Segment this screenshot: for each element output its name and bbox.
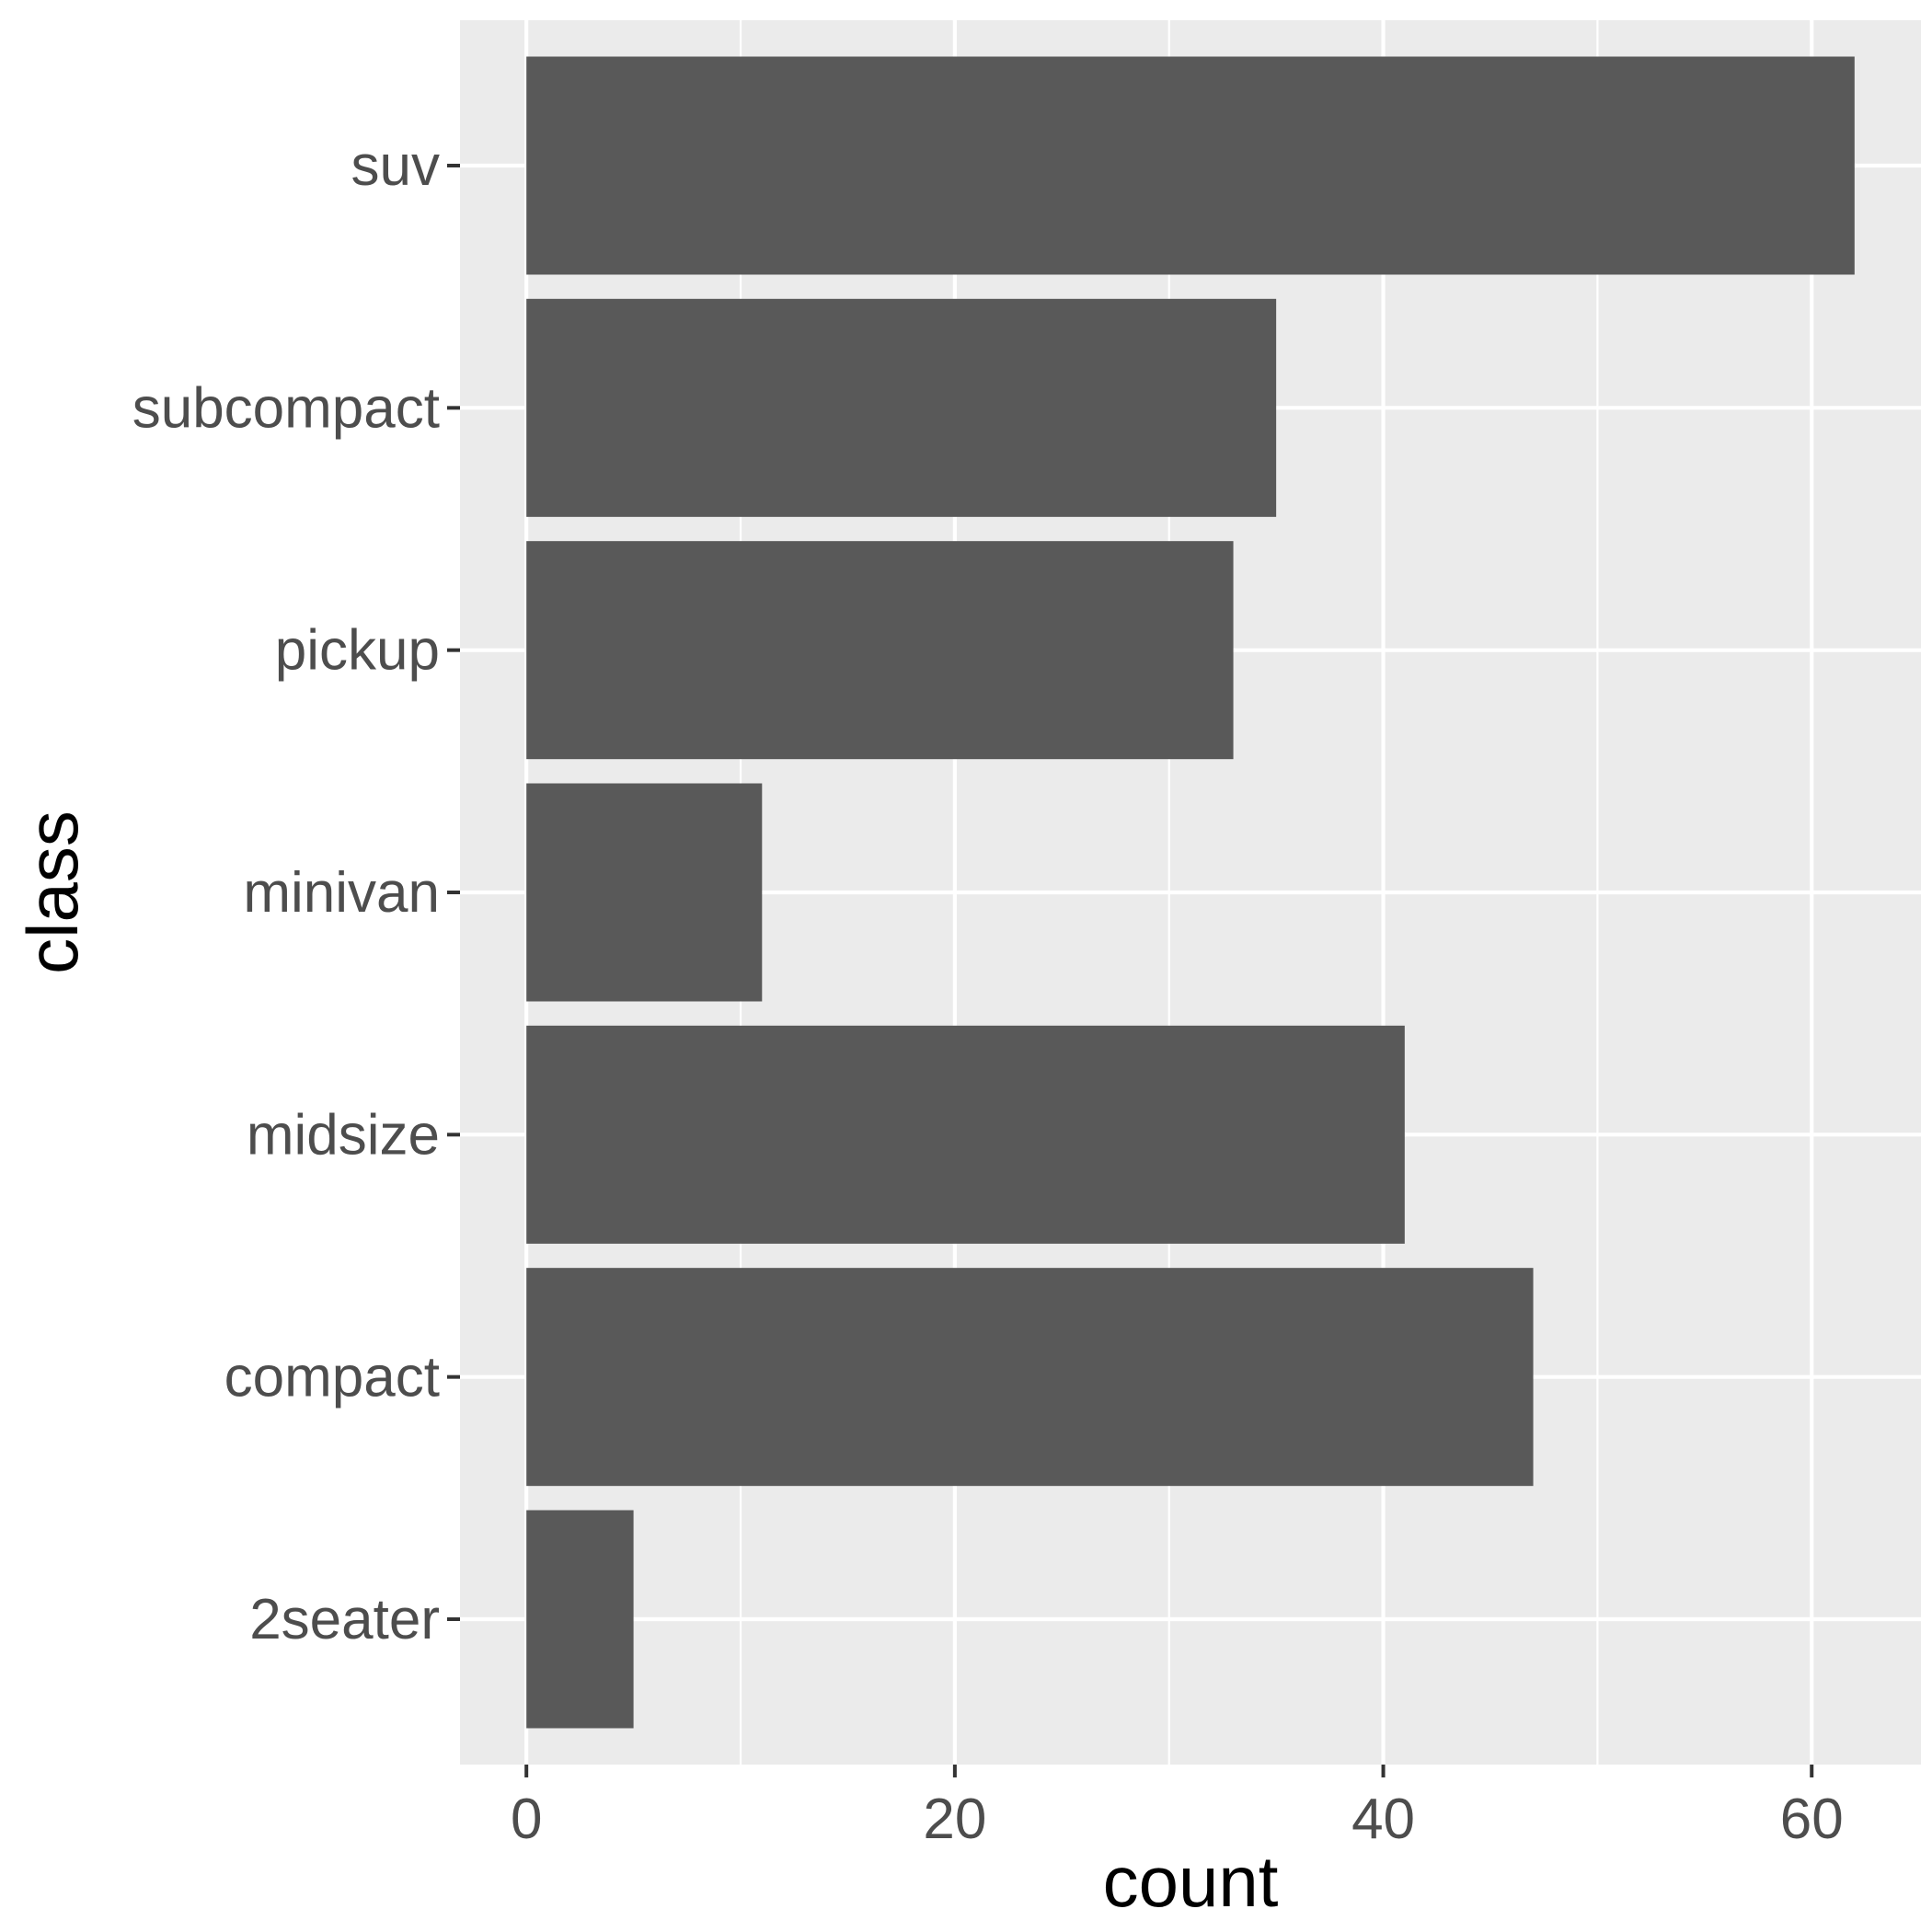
bar-compact bbox=[526, 1268, 1534, 1487]
bars bbox=[526, 56, 1855, 1729]
bar-pickup bbox=[526, 541, 1234, 760]
bar-subcompact bbox=[526, 298, 1277, 517]
y-tick-label-compact: compact bbox=[224, 1346, 440, 1409]
y-tick-label-suv: suv bbox=[351, 134, 440, 198]
y-tick-label-minivan: minivan bbox=[243, 861, 440, 925]
y-tick-label-2seater: 2seater bbox=[249, 1588, 440, 1651]
x-tick-label: 20 bbox=[923, 1788, 986, 1851]
y-axis: 2seater compact midsize minivan pickup subcom… bbox=[132, 134, 460, 1651]
bar-midsize bbox=[526, 1025, 1405, 1244]
x-tick-label: 60 bbox=[1780, 1788, 1844, 1851]
x-tick-label: 0 bbox=[511, 1788, 542, 1851]
bar-suv bbox=[526, 56, 1855, 275]
y-tick-label-midsize: midsize bbox=[247, 1103, 440, 1167]
y-tick-label-subcompact: subcompact bbox=[132, 376, 440, 440]
y-axis-title: class bbox=[12, 811, 93, 974]
x-tick-label: 40 bbox=[1351, 1788, 1415, 1851]
bar-minivan bbox=[526, 783, 763, 1002]
x-axis-title: count bbox=[1103, 1841, 1279, 1922]
bar-2seater bbox=[526, 1510, 634, 1729]
y-tick-label-pickup: pickup bbox=[275, 619, 440, 683]
x-axis: 0 20 40 60 bbox=[511, 1765, 1844, 1851]
